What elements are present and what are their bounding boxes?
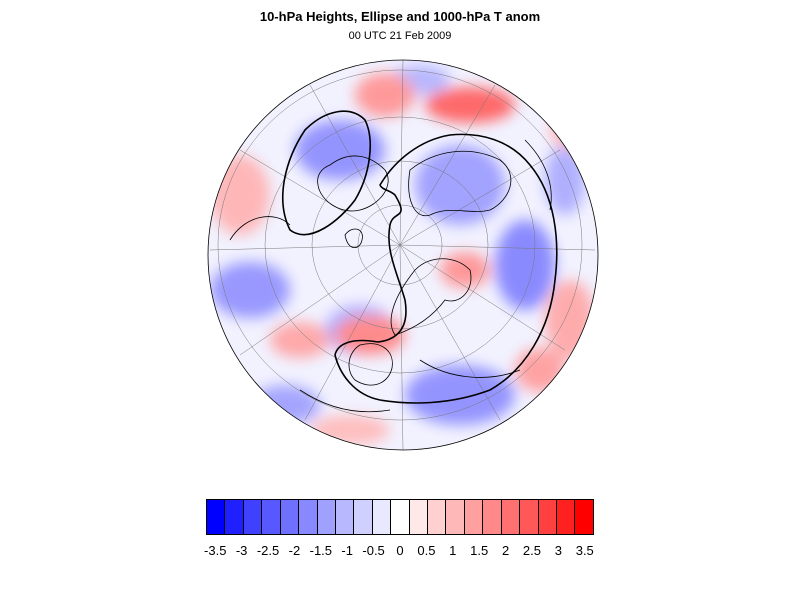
colorbar-tick-label: -3.5 xyxy=(204,543,227,558)
colorbar-tick-label: -2 xyxy=(288,543,301,558)
colorbar-tick-label: 2 xyxy=(501,543,510,558)
colorbar-tick-label: -1.5 xyxy=(309,543,333,558)
colorbar-swatch xyxy=(557,500,576,534)
coastlines xyxy=(229,139,552,413)
colorbar-tick-label: 3.5 xyxy=(575,543,594,558)
colorbar xyxy=(206,499,594,535)
colorbar-tick-label: 2.5 xyxy=(522,543,542,558)
colorbar-swatch xyxy=(280,500,300,534)
colorbar-tick-label: -2.5 xyxy=(256,543,280,558)
colorbar-swatch xyxy=(428,500,447,534)
colorbar-tick-label: 1 xyxy=(449,543,457,558)
colorbar-labels: -3.5 -3 -2.5 -2 -1.5 -1 -0.5 0 0.5 1 1.5 2 2.5 3 3.5 xyxy=(0,543,800,563)
colorbar-swatch xyxy=(243,500,263,534)
colorbar-swatch xyxy=(207,500,226,534)
colorbar-swatch xyxy=(575,500,593,534)
colorbar-swatch xyxy=(391,500,410,534)
colorbar-tick-label: 0 xyxy=(396,543,404,558)
colorbar-tick-label: -1 xyxy=(341,543,353,558)
colorbar-swatch xyxy=(372,500,392,534)
map-title: 10-hPa Heights, Ellipse and 1000-hPa T a… xyxy=(259,9,541,24)
colorbar-tick-label: -3 xyxy=(235,543,248,558)
colorbar-swatch xyxy=(335,500,355,534)
colorbar-tick-label: -0.5 xyxy=(362,543,385,558)
colorbar-swatch xyxy=(409,500,429,534)
colorbar-swatch xyxy=(520,500,539,534)
colorbar-swatch xyxy=(317,500,336,534)
globe-outline xyxy=(207,59,599,451)
colorbar-swatch xyxy=(538,500,558,534)
height-ellipse-contours xyxy=(282,110,558,404)
colorbar-swatch xyxy=(225,500,244,534)
colorbar-swatch xyxy=(501,500,521,534)
colorbar-tick-label: 1.5 xyxy=(470,543,489,558)
colorbar-swatch xyxy=(262,500,281,534)
colorbar-swatch xyxy=(464,500,484,534)
colorbar-swatch xyxy=(354,500,373,534)
colorbar-swatch xyxy=(299,500,318,534)
colorbar-swatch xyxy=(483,500,502,534)
colorbar-tick-label: 0.5 xyxy=(417,543,436,558)
map-subtitle: 00 UTC 21 Feb 2009 xyxy=(348,30,452,42)
colorbar-swatch xyxy=(446,500,465,534)
colorbar-tick-label: 3 xyxy=(554,543,562,558)
